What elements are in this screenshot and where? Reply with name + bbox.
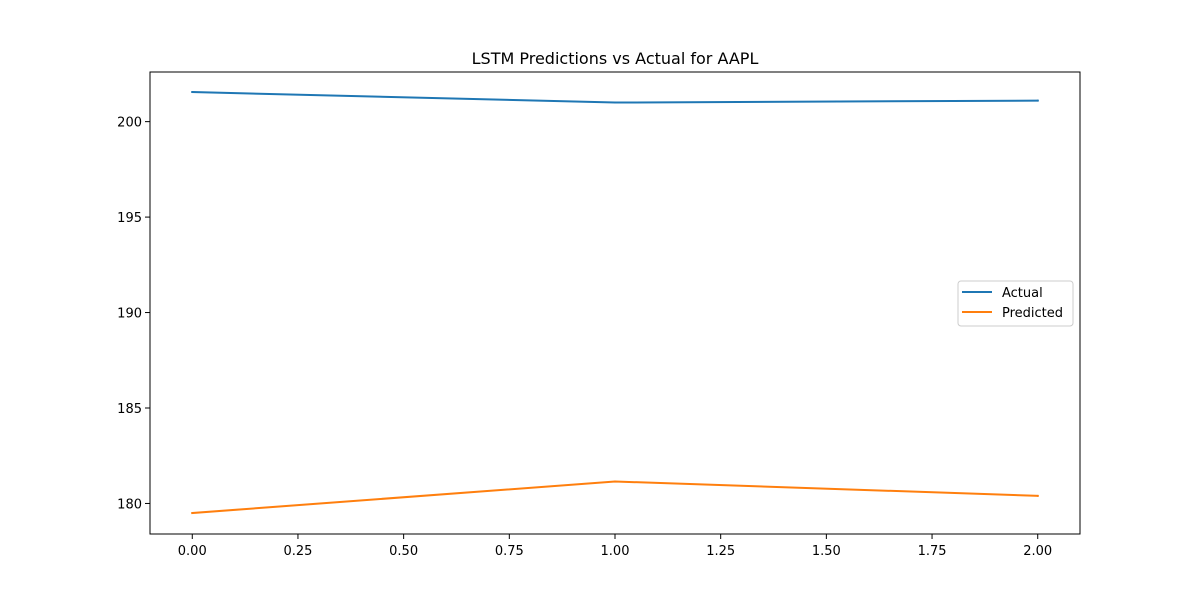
plot-area-frame (149, 71, 1081, 535)
y-tick-label: 185 (117, 402, 142, 417)
y-tick-label: 180 (117, 497, 142, 512)
x-tick-label: 1.75 (918, 544, 947, 559)
x-tick-label: 0.50 (389, 544, 418, 559)
y-tick-label: 190 (117, 307, 142, 322)
series-layer (191, 91, 1039, 515)
legend: Actual Predicted (957, 280, 1074, 327)
y-tick-label: 195 (117, 211, 142, 226)
x-tick-label: 2.00 (1023, 544, 1052, 559)
x-tick-label: 1.25 (706, 544, 735, 559)
y-axis: 180 185 190 195 200 (117, 116, 150, 512)
data-point-0-2 (1036, 99, 1039, 102)
x-tick-label: 1.50 (812, 544, 841, 559)
chart-title: LSTM Predictions vs Actual for AAPL (472, 49, 759, 68)
x-tick-label: 1.00 (601, 544, 630, 559)
x-tick-label: 0.00 (178, 544, 207, 559)
data-point-0-1 (614, 101, 616, 104)
legend-label-1: Predicted (1002, 306, 1063, 321)
y-tick-label: 200 (117, 116, 142, 131)
x-axis: 0.00 0.25 0.50 0.75 1.00 1.25 1.50 1.75 2.00 (178, 534, 1052, 559)
data-point-0-0 (191, 91, 194, 94)
data-point-1-0 (191, 512, 194, 514)
x-tick-label: 0.75 (495, 544, 524, 559)
series-line-1 (191, 480, 1039, 515)
data-point-1-2 (1036, 494, 1039, 497)
series-line-0 (191, 91, 1039, 104)
x-tick-label: 0.25 (283, 544, 312, 559)
legend-label-0: Actual (1002, 286, 1043, 301)
data-point-1-1 (614, 480, 616, 483)
